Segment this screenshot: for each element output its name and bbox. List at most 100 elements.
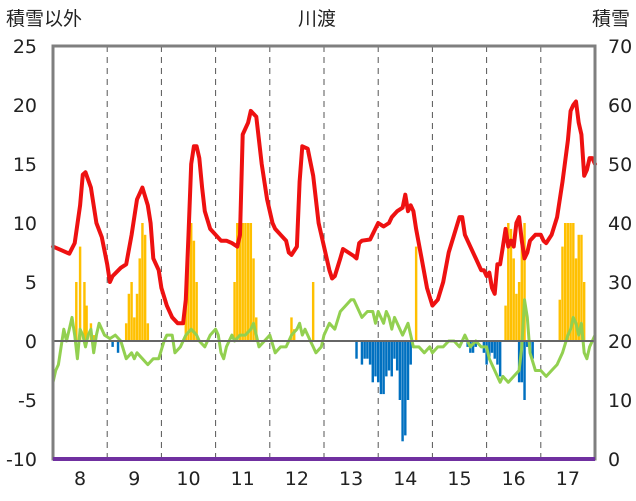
bar (124, 323, 128, 341)
bar (138, 258, 141, 341)
left-tick-label: 10 (13, 213, 37, 235)
bar (143, 234, 147, 341)
bar (133, 317, 136, 341)
x-tick-label: 13 (339, 468, 363, 490)
bar (195, 282, 198, 341)
bar (368, 341, 372, 365)
bar (493, 341, 496, 359)
bar (363, 341, 366, 359)
x-tick-label: 15 (447, 468, 471, 490)
bar (517, 282, 521, 341)
bar (582, 282, 586, 341)
bar (523, 223, 526, 341)
bar (233, 282, 236, 341)
bar (360, 341, 364, 365)
bars (75, 223, 586, 442)
bar (146, 323, 150, 341)
bar (398, 341, 402, 400)
bar (292, 329, 296, 341)
bar (409, 341, 412, 365)
bar (241, 223, 244, 341)
bar (355, 341, 358, 359)
bar (580, 234, 583, 341)
bar (249, 223, 253, 341)
bar (387, 341, 391, 371)
x-tick-label: 14 (393, 468, 417, 490)
bar (390, 341, 393, 377)
left-tick-label: 15 (13, 154, 37, 176)
bar (382, 341, 385, 395)
bar (376, 341, 380, 383)
bar (561, 246, 564, 341)
bar (490, 341, 494, 353)
bar (471, 341, 475, 353)
bar (92, 335, 96, 341)
series-line-red (51, 99, 597, 326)
plot-frame (51, 44, 597, 461)
right-tick-label: 0 (608, 449, 620, 471)
bar (488, 341, 491, 359)
x-tick-label: 16 (502, 468, 526, 490)
bar (404, 341, 407, 436)
bar (572, 223, 575, 341)
bar (496, 341, 499, 365)
bar (395, 341, 399, 371)
right-tick-label: 60 (608, 95, 632, 117)
bar (78, 246, 82, 341)
bar (531, 341, 534, 359)
x-tick-label: 8 (74, 468, 86, 490)
bar (566, 223, 570, 341)
bar (569, 223, 572, 341)
bar (385, 341, 388, 377)
bar (85, 305, 88, 341)
left-tick-label: 0 (25, 331, 37, 353)
bar (187, 240, 190, 341)
bar (512, 258, 515, 341)
x-tick-label: 17 (556, 468, 580, 490)
bar (252, 258, 255, 341)
bar (393, 341, 396, 359)
series-line-green (51, 298, 597, 384)
bar (406, 341, 410, 400)
bar (184, 293, 188, 341)
bar (504, 305, 507, 341)
bar (574, 258, 578, 341)
bar (509, 228, 513, 341)
bar (116, 341, 120, 353)
bar (246, 223, 250, 341)
bar (520, 341, 524, 383)
bar (577, 234, 580, 341)
x-tick-label: 11 (231, 468, 255, 490)
bar (244, 223, 247, 341)
bar (526, 341, 529, 347)
bar (563, 223, 567, 341)
bar (498, 341, 502, 377)
bar (111, 341, 114, 347)
right-tick-label: 30 (608, 272, 632, 294)
bar (135, 293, 139, 341)
right-axis-label: 積雪 (592, 8, 630, 30)
bar (401, 341, 404, 442)
right-tick-label: 10 (608, 390, 632, 412)
bar (523, 341, 526, 400)
right-tick-label: 40 (608, 213, 632, 235)
bar (520, 234, 524, 341)
left-axis-label: 積雪以外 (6, 8, 82, 30)
bar (192, 240, 196, 341)
right-tick-label: 50 (608, 154, 632, 176)
gridlines (106, 46, 542, 459)
right-tick-label: 20 (608, 331, 632, 353)
bar (290, 317, 293, 341)
left-tick-label: 20 (13, 95, 37, 117)
bar (558, 299, 561, 341)
bar (507, 223, 510, 341)
x-tick-label: 10 (176, 468, 200, 490)
bar (474, 341, 477, 347)
left-tick-label: -10 (6, 449, 37, 471)
bar (75, 282, 78, 341)
bar (311, 282, 315, 341)
x-tick-label: 9 (128, 468, 140, 490)
lines (51, 99, 597, 384)
left-tick-label: 25 (13, 36, 37, 58)
